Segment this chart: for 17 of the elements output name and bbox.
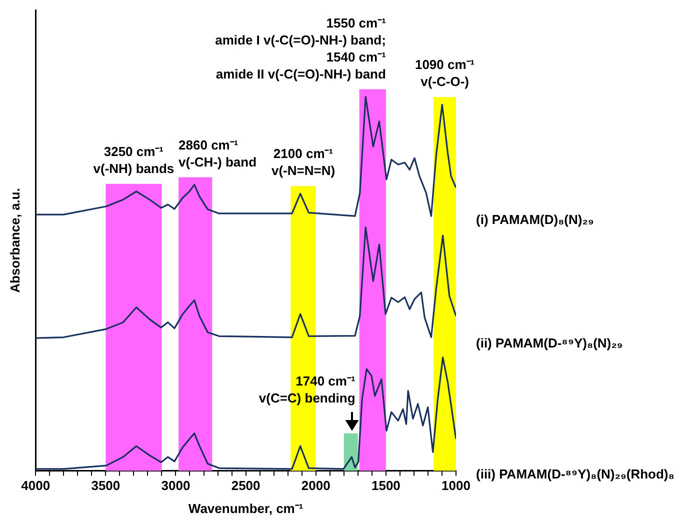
x-tick-label: 3500 — [91, 478, 120, 494]
x-tick-label: 3000 — [161, 478, 190, 494]
band-label: 3250 cm⁻¹ v(-NH) bands — [93, 144, 174, 176]
x-tick-label: 2000 — [301, 478, 330, 494]
text: (i) PAMAM(D)₈(N)₂₉ — [476, 212, 594, 228]
x-tick-label: 1500 — [371, 478, 400, 494]
band-label: 2860 cm⁻¹ v(-CH-) band — [178, 137, 257, 170]
text: (ii) PAMAM(D-⁸⁹Y)₈(N)₂₉ — [476, 336, 623, 351]
band-label: 1090 cm⁻¹ v(-C-O-) — [414, 57, 475, 90]
y-axis-title: Absorbance, a.u. — [7, 188, 22, 293]
text: (iii) PAMAM(D-⁸⁹Y)₈(N)₂₉(Rhod)₈ — [476, 466, 674, 482]
x-tick-label: 1000 — [442, 478, 470, 494]
x-tick-label: 4000 — [21, 478, 50, 494]
band-label: 1550 cm⁻¹ amide I v(-C(=O)-NH-) band; 1540 cm⁻¹ amide II v(-C(=O)-NH-) band — [215, 15, 386, 82]
band-label: 2100 cm⁻¹ v(-N=N=N) — [271, 146, 336, 178]
x-axis-title: Wavenumber, cm⁻¹ — [188, 500, 304, 516]
x-tick-label: 2500 — [231, 478, 260, 494]
